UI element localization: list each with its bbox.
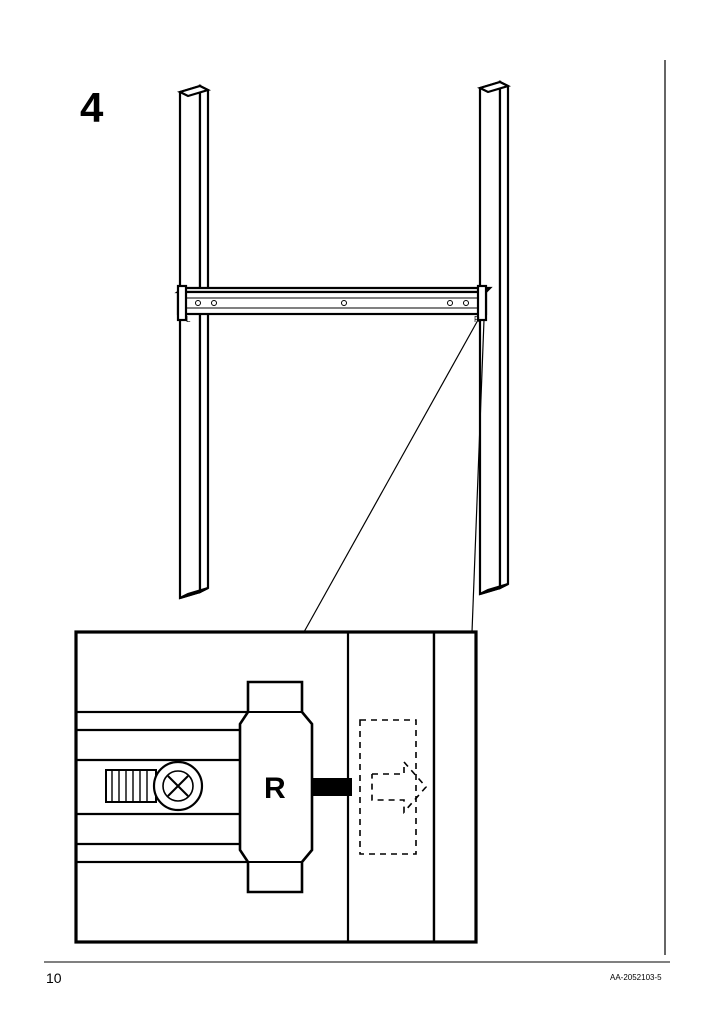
insert-arrow <box>312 778 352 796</box>
page-number: 10 <box>46 970 62 986</box>
rail-l-label: L <box>186 315 191 324</box>
detail-view: R <box>60 620 476 950</box>
detail-bolt <box>106 762 202 810</box>
drawer-rail: L R <box>178 286 490 324</box>
left-post <box>180 86 208 598</box>
main-assembly-view: L R <box>178 82 508 632</box>
detail-post-front <box>348 620 434 950</box>
detail-end-bracket: R <box>240 682 312 892</box>
callout-line-1 <box>304 320 478 632</box>
right-post <box>480 82 508 594</box>
detail-post-side <box>434 620 476 950</box>
diagram-canvas: L R <box>0 0 714 1012</box>
bracket-r-label: R <box>264 772 286 805</box>
document-id: AA-2052103-5 <box>610 973 662 982</box>
instruction-page: 4 <box>0 0 714 1012</box>
